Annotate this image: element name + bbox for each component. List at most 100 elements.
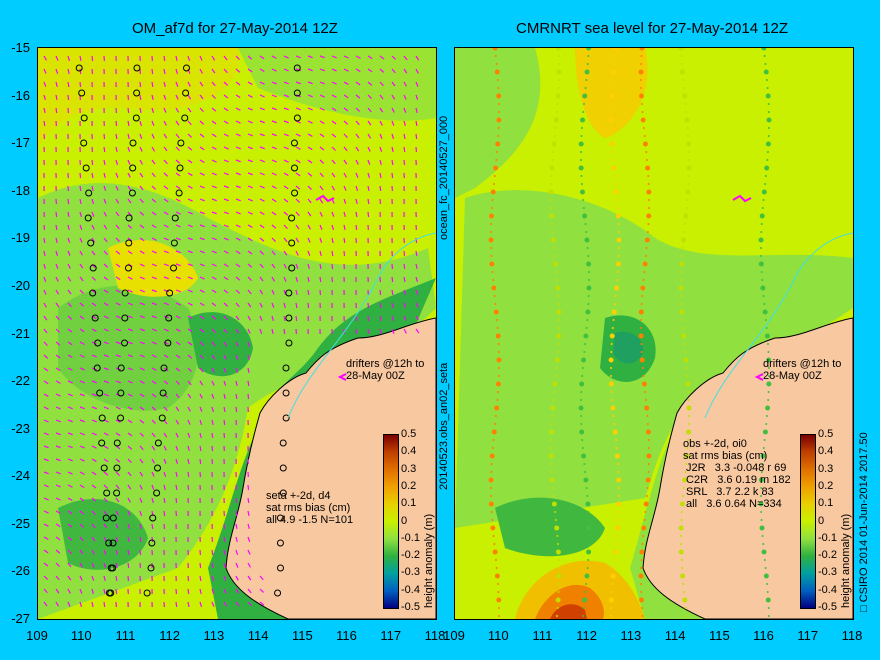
current-vector-arrow bbox=[259, 198, 265, 202]
altimeter-point bbox=[557, 583, 560, 585]
current-vector-arrow bbox=[115, 354, 121, 358]
current-vector-arrow bbox=[235, 68, 241, 73]
altimeter-point bbox=[641, 615, 644, 617]
current-vector-arrow bbox=[235, 250, 241, 255]
lat-tick-label: -18 bbox=[11, 182, 30, 198]
current-vector-arrow bbox=[391, 55, 397, 60]
current-vector-arrow bbox=[319, 263, 322, 270]
current-vector-arrow bbox=[211, 289, 217, 294]
altimeter-point bbox=[584, 223, 587, 225]
current-vector-arrow bbox=[151, 185, 157, 190]
altimeter-point bbox=[580, 423, 583, 425]
altimeter-point bbox=[761, 535, 764, 537]
current-vector-arrow bbox=[211, 107, 217, 112]
altimeter-point bbox=[683, 343, 686, 345]
current-vector-arrow bbox=[211, 133, 217, 138]
altimeter-point bbox=[680, 63, 683, 65]
altimeter-point bbox=[613, 55, 616, 57]
altimeter-point bbox=[580, 159, 583, 161]
current-vector-arrow bbox=[151, 68, 154, 75]
current-vector-arrow bbox=[379, 328, 382, 334]
altimeter-point bbox=[555, 285, 561, 291]
altimeter-point bbox=[640, 63, 643, 65]
current-vector-arrow bbox=[307, 185, 312, 190]
current-vector-arrow bbox=[235, 523, 238, 530]
current-vector-arrow bbox=[367, 94, 372, 99]
altimeter-point bbox=[758, 501, 764, 507]
current-vector-arrow bbox=[259, 107, 265, 111]
current-vector-arrow bbox=[223, 354, 227, 360]
current-vector-arrow bbox=[163, 354, 169, 359]
current-vector-arrow bbox=[319, 81, 325, 85]
current-vector-arrow bbox=[115, 588, 118, 595]
altimeter-point bbox=[552, 495, 555, 497]
altimeter-point bbox=[580, 151, 583, 153]
current-vector-arrow bbox=[175, 120, 180, 126]
current-vector-arrow bbox=[55, 458, 61, 462]
altimeter-point bbox=[640, 351, 643, 353]
altimeter-point bbox=[767, 375, 770, 377]
current-vector-arrow bbox=[163, 146, 168, 152]
altimeter-point bbox=[611, 327, 614, 329]
altimeter-point bbox=[683, 591, 686, 593]
colorbar-tick-label: -0.2 bbox=[401, 549, 420, 562]
current-vector-arrow bbox=[367, 211, 370, 218]
current-vector-arrow bbox=[55, 588, 60, 594]
altimeter-point bbox=[764, 175, 767, 177]
altimeter-point bbox=[580, 175, 583, 177]
altimeter-point bbox=[496, 357, 502, 363]
colorbar-tick-label: -0.1 bbox=[401, 531, 420, 544]
altimeter-point bbox=[766, 591, 769, 593]
altimeter-point bbox=[767, 351, 770, 353]
current-vector-arrow bbox=[199, 55, 203, 61]
altimeter-point bbox=[681, 247, 684, 249]
altimeter-point bbox=[582, 615, 585, 617]
altimeter-point bbox=[640, 559, 643, 561]
current-vector-arrow bbox=[151, 133, 155, 139]
lat-tick-label: -16 bbox=[11, 87, 30, 103]
current-vector-arrow bbox=[355, 211, 358, 218]
current-vector-arrow bbox=[151, 432, 156, 438]
current-vector-arrow bbox=[127, 354, 133, 358]
current-vector-arrow bbox=[151, 211, 157, 216]
current-vector-arrow bbox=[247, 146, 253, 150]
altimeter-point bbox=[760, 247, 762, 249]
current-vector-arrow bbox=[79, 523, 85, 528]
current-vector-arrow bbox=[367, 55, 373, 60]
current-vector-arrow bbox=[67, 393, 73, 397]
current-vector-arrow bbox=[259, 81, 265, 85]
altimeter-point bbox=[615, 535, 618, 537]
altimeter-point bbox=[494, 69, 500, 75]
current-vector-arrow bbox=[271, 133, 277, 137]
current-vector-arrow bbox=[187, 471, 190, 478]
current-vector-arrow bbox=[343, 94, 349, 99]
current-vector-arrow bbox=[307, 55, 313, 59]
altimeter-point bbox=[685, 111, 688, 113]
altimeter-point bbox=[611, 79, 614, 81]
current-vector-arrow bbox=[295, 172, 301, 177]
current-vector-arrow bbox=[259, 133, 265, 137]
altimeter-point bbox=[766, 357, 772, 363]
current-vector-arrow bbox=[91, 484, 97, 489]
current-vector-arrow bbox=[151, 237, 157, 241]
altimeter-point bbox=[584, 343, 587, 345]
current-vector-arrow bbox=[187, 276, 193, 280]
altimeter-point bbox=[495, 333, 501, 339]
altimeter-point bbox=[681, 237, 687, 243]
altimeter-point bbox=[550, 199, 553, 201]
current-vector-arrow bbox=[43, 523, 49, 527]
current-vector-arrow bbox=[79, 224, 83, 230]
current-vector-arrow bbox=[151, 198, 157, 203]
observation-circle bbox=[93, 364, 101, 372]
current-vector-arrow bbox=[259, 601, 265, 606]
current-vector-arrow bbox=[55, 523, 61, 528]
lon-tick-label: 109 bbox=[443, 628, 465, 643]
current-vector-arrow bbox=[223, 146, 229, 150]
lon-tick-label: 118 bbox=[424, 628, 446, 643]
altimeter-point bbox=[587, 279, 590, 281]
altimeter-point bbox=[551, 141, 557, 147]
current-vector-arrow bbox=[307, 263, 310, 269]
altimeter-point bbox=[551, 231, 554, 233]
observation-circle bbox=[166, 289, 174, 297]
current-vector-arrow bbox=[247, 237, 253, 242]
